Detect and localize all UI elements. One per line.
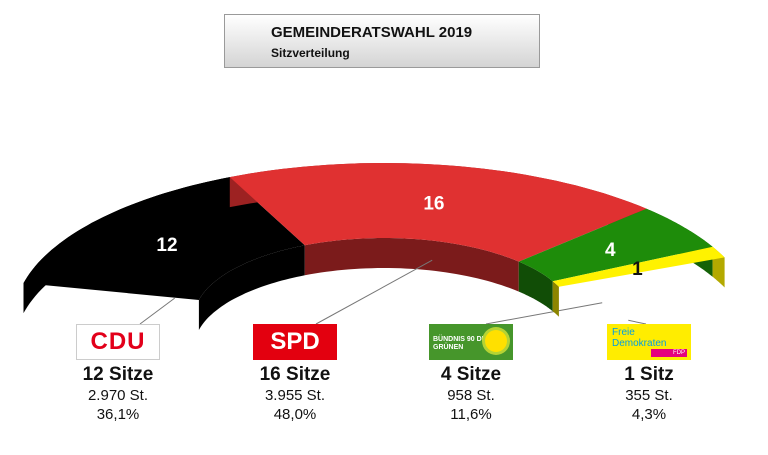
party-gruene: BÜNDNIS 90 DIE GRÜNEN 4 Sitze 958 St. 11… (396, 324, 546, 424)
slice-fdp-inner-side (552, 281, 559, 317)
chart-title: GEMEINDERATSWAHL 2019 (271, 24, 473, 41)
party-cdu: CDU 12 Sitze 2.970 St. 36,1% (43, 324, 193, 424)
slice-label-cdu: 12 (156, 235, 177, 256)
gruene-logo: BÜNDNIS 90 DIE GRÜNEN (429, 324, 513, 360)
slice-gruene (518, 208, 713, 282)
cdu-logo: CDU (76, 324, 160, 360)
slice-spd (229, 163, 647, 262)
slice-label-gruene: 4 (605, 240, 616, 261)
cdu-seats: 12 Sitze (82, 364, 154, 385)
spd-seats: 16 Sitze (259, 364, 331, 385)
spd-percent: 48,0% (273, 406, 317, 423)
slice-fdp (552, 246, 725, 287)
slice-cdu (23, 177, 305, 300)
party-spd: SPD 16 Sitze 3.955 St. 48,0% (220, 324, 370, 424)
fdp-seats: 1 Sitz (624, 364, 674, 385)
cdu-percent: 36,1% (96, 406, 140, 423)
fdp-logo: Freie Demokraten FDP (607, 324, 691, 360)
slice-cdu-inner-side (198, 245, 305, 330)
chart-subtitle: Sitzverteilung (271, 46, 350, 60)
slice-label-fdp: 1 (632, 259, 643, 280)
leader-line-spd (315, 259, 433, 325)
leader-line-fdp (628, 319, 647, 325)
spd-logo: SPD (253, 324, 337, 360)
gruene-seats: 4 Sitze (440, 364, 502, 385)
party-fdp: Freie Demokraten FDP 1 Sitz 355 St. 4,3% (574, 324, 724, 424)
slice-spd-inner-side (304, 238, 519, 292)
chart-title-box: GEMEINDERATSWAHL 2019 Sitzverteilung (224, 14, 540, 68)
spd-votes: 3.955 St. (264, 387, 326, 404)
fdp-votes: 355 St. (625, 387, 673, 404)
slice-gruene-inner-side (518, 261, 553, 312)
slice-label-spd: 16 (423, 193, 444, 214)
fdp-percent: 4,3% (631, 406, 667, 423)
gruene-percent: 11,6% (450, 406, 492, 423)
gruene-votes: 958 St. (447, 387, 495, 404)
sunflower-icon (485, 330, 507, 352)
leader-line-gruene (485, 302, 603, 325)
leader-line-cdu (139, 297, 175, 325)
cdu-votes: 2.970 St. (87, 387, 149, 404)
